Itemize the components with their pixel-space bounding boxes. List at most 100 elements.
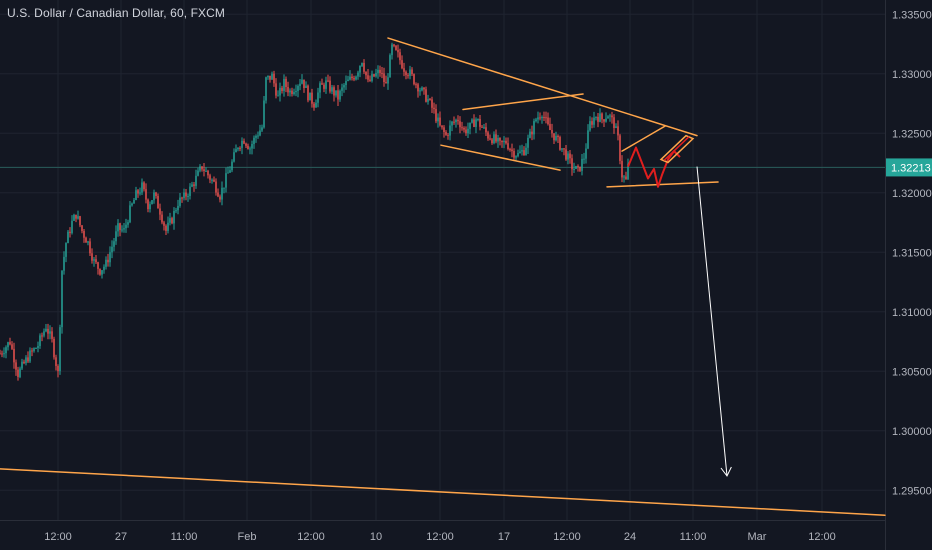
candle-body bbox=[259, 131, 261, 136]
candle-body bbox=[67, 232, 69, 243]
candle-body bbox=[103, 267, 105, 270]
candle-body bbox=[433, 108, 435, 109]
candle-body bbox=[319, 83, 321, 92]
candle-body bbox=[443, 127, 445, 132]
candle-body bbox=[577, 166, 579, 167]
candle-body bbox=[431, 99, 433, 107]
candle-body bbox=[333, 87, 335, 95]
time-tick-label: 24 bbox=[624, 531, 636, 543]
candle-body bbox=[173, 211, 175, 223]
time-tick-label: 12:00 bbox=[553, 531, 581, 543]
candle-body bbox=[3, 353, 5, 354]
candle-body bbox=[91, 253, 93, 260]
candle-body bbox=[619, 135, 621, 160]
candle-body bbox=[603, 119, 605, 121]
candle-body bbox=[147, 200, 149, 210]
candle-body bbox=[557, 136, 559, 137]
candle-body bbox=[183, 193, 185, 199]
candle-body bbox=[513, 151, 515, 158]
candle-body bbox=[57, 366, 59, 371]
candle-body bbox=[491, 139, 493, 143]
candle-body bbox=[231, 162, 233, 171]
candle-body bbox=[543, 117, 545, 118]
price-tick-label: 1.33000 bbox=[892, 69, 932, 81]
candle-body bbox=[193, 184, 195, 185]
candle-body bbox=[263, 101, 265, 128]
candle-body bbox=[545, 117, 547, 118]
candle-body bbox=[605, 119, 607, 122]
candle-body bbox=[61, 271, 63, 327]
candle-body bbox=[167, 223, 169, 231]
candle-body bbox=[113, 241, 115, 246]
candle-body bbox=[435, 109, 437, 121]
candle-body bbox=[625, 177, 627, 180]
candle-body bbox=[75, 215, 77, 219]
candle-body bbox=[571, 158, 573, 169]
candle-body bbox=[185, 193, 187, 197]
current-price-label: 1.32213 bbox=[891, 162, 931, 174]
candle-body bbox=[295, 91, 297, 92]
candle-body bbox=[387, 77, 389, 83]
candle-body bbox=[63, 257, 65, 271]
candle-body bbox=[129, 205, 131, 222]
candle-body bbox=[155, 193, 157, 196]
candle-body bbox=[311, 93, 313, 104]
candle-body bbox=[71, 221, 73, 233]
candle-body bbox=[369, 80, 371, 81]
candle-body bbox=[335, 90, 337, 95]
candle-body bbox=[607, 116, 609, 118]
candle-body bbox=[89, 241, 91, 253]
candle-body bbox=[315, 103, 317, 108]
candle-body bbox=[245, 144, 247, 146]
candle-body bbox=[527, 138, 529, 148]
candle-body bbox=[93, 259, 95, 260]
candle-body bbox=[253, 138, 255, 144]
candle-body bbox=[429, 99, 431, 100]
candle-body bbox=[399, 52, 401, 60]
candle-body bbox=[9, 342, 11, 344]
candle-body bbox=[351, 77, 353, 78]
candle-body bbox=[267, 76, 269, 78]
candle-body bbox=[43, 331, 45, 335]
candle-body bbox=[617, 126, 619, 135]
candle-body bbox=[359, 66, 361, 73]
candle-body bbox=[19, 368, 21, 377]
candle-body bbox=[33, 348, 35, 351]
candle-body bbox=[165, 226, 167, 231]
candle-body bbox=[479, 119, 481, 127]
candle-body bbox=[579, 167, 581, 171]
candle-body bbox=[621, 161, 623, 178]
candle-body bbox=[307, 86, 309, 101]
candle-body bbox=[455, 120, 457, 122]
candle-body bbox=[159, 208, 161, 214]
candle-body bbox=[127, 222, 129, 225]
candle-body bbox=[451, 122, 453, 126]
candle-body bbox=[55, 357, 57, 366]
candle-body bbox=[285, 79, 287, 87]
time-tick-label: Mar bbox=[748, 531, 767, 543]
candle-body bbox=[29, 350, 31, 361]
candle-body bbox=[599, 113, 601, 121]
candle-body bbox=[391, 45, 393, 56]
candle-body bbox=[137, 190, 139, 193]
candle-body bbox=[221, 188, 223, 200]
candle-body bbox=[331, 87, 333, 91]
candle-body bbox=[587, 130, 589, 148]
candle-body bbox=[49, 331, 51, 333]
candle-body bbox=[385, 82, 387, 83]
candle-body bbox=[199, 166, 201, 170]
candle-body bbox=[41, 335, 43, 336]
chart-title: U.S. Dollar / Canadian Dollar, 60, FXCM bbox=[7, 6, 225, 20]
candle-body bbox=[7, 342, 9, 347]
time-tick-label: 10 bbox=[370, 531, 382, 543]
candle-body bbox=[569, 154, 571, 159]
candle-body bbox=[101, 270, 103, 274]
candle-body bbox=[207, 171, 209, 175]
candle-body bbox=[187, 196, 189, 197]
candle-body bbox=[305, 86, 307, 88]
candle-body bbox=[235, 149, 237, 152]
candle-body bbox=[343, 85, 345, 87]
candle-body bbox=[145, 189, 147, 199]
